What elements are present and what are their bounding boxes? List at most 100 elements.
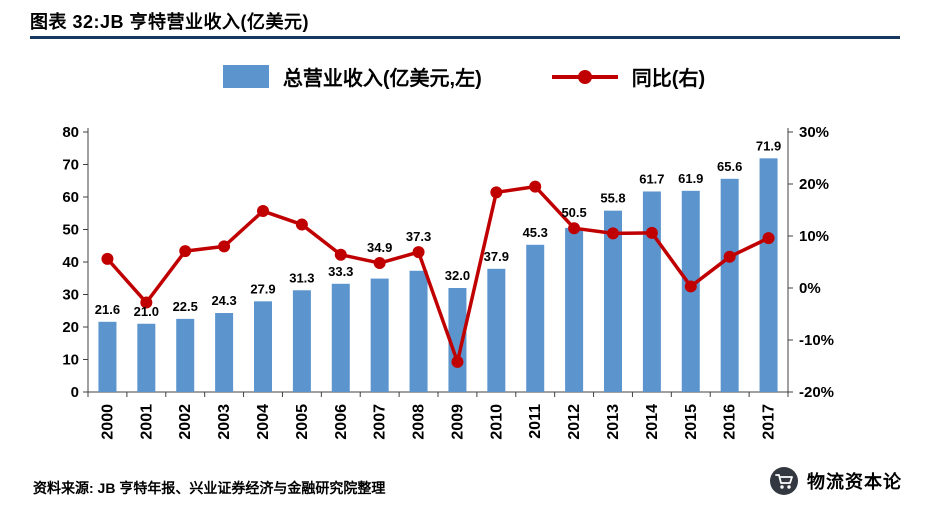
bar-value-label: 71.9 <box>756 138 781 153</box>
yoy-point <box>568 222 581 235</box>
bar-value-label: 37.9 <box>484 249 509 264</box>
yoy-point <box>723 250 736 263</box>
line-legend-marker-icon <box>577 69 592 84</box>
bar <box>526 244 545 392</box>
bar <box>370 278 389 392</box>
x-axis-label: 2004 <box>255 404 272 440</box>
x-axis-label: 2010 <box>488 404 505 440</box>
x-axis-label: 2009 <box>449 404 466 440</box>
y-axis-label-left: 80 <box>62 124 79 141</box>
bar-value-label: 61.9 <box>678 171 703 186</box>
yoy-point <box>140 296 153 309</box>
bar-legend-label: 总营业收入(亿美元,左) <box>282 68 482 90</box>
bar-legend-swatch <box>222 65 269 88</box>
yoy-point <box>334 248 347 261</box>
y-axis-label-right: -10% <box>799 332 834 349</box>
bar-value-label: 55.8 <box>600 191 625 206</box>
title-divider <box>30 36 900 39</box>
y-axis-label-left: 40 <box>62 254 79 271</box>
line-legend-swatch <box>551 69 618 85</box>
bar <box>176 318 195 392</box>
brand-name: 物流资本论 <box>807 472 902 492</box>
bar <box>215 313 234 392</box>
x-axis-label: 2007 <box>372 404 389 440</box>
yoy-point <box>607 227 619 240</box>
bar-value-label: 32.0 <box>445 268 470 283</box>
source-note: 资料来源: JB 亨特年报、兴业证券经济与金融研究院整理 <box>33 480 386 496</box>
y-axis-label-left: 20 <box>62 319 79 336</box>
figure-header: 图表 32:JB 亨特营业收入(亿美元) <box>30 8 898 34</box>
yoy-trend-line <box>105 184 771 364</box>
yoy-point <box>762 232 775 245</box>
bar-value-label: 45.3 <box>523 225 548 240</box>
bar <box>254 301 272 392</box>
bar <box>642 191 661 392</box>
y-axis-label-left: 0 <box>71 384 79 401</box>
yoy-point <box>295 218 308 231</box>
yoy-point <box>684 280 697 293</box>
yoy-point <box>218 240 231 253</box>
y-axis-label-left: 50 <box>62 222 79 239</box>
yoy-point <box>101 252 114 265</box>
chart-area: 0 10 20 30 40 50 60 70 80 -20% -10% 0% 10% 20% 30% 21.6… <box>0 108 928 460</box>
yoy-point <box>490 186 503 199</box>
x-axis-label: 2008 <box>411 404 428 440</box>
bar-value-label: 33.3 <box>328 264 353 279</box>
bar <box>137 323 156 392</box>
yoy-point <box>373 257 386 270</box>
bar-value-label: 50.5 <box>561 205 586 220</box>
y-axis-label-right: 20% <box>799 176 829 193</box>
bar-value-label: 65.6 <box>717 159 742 174</box>
x-axis-label: 2014 <box>644 404 661 440</box>
bar <box>409 270 428 392</box>
x-axis-label: 2000 <box>99 404 116 440</box>
bar-value-label: 61.7 <box>639 171 664 186</box>
bar <box>292 290 311 392</box>
bar-value-label: 34.9 <box>367 240 392 255</box>
x-axis-label: 2016 <box>722 404 739 440</box>
x-axis-label: 2003 <box>216 404 233 440</box>
bar-value-label: 31.3 <box>289 270 314 285</box>
brand-logo-icon <box>770 467 798 495</box>
yoy-point <box>645 226 658 239</box>
bar-value-label: 21.0 <box>134 304 159 319</box>
bar <box>604 210 622 392</box>
x-axis-label: 2015 <box>683 404 700 440</box>
x-axis-label: 2017 <box>761 404 778 440</box>
bar-value-label: 37.3 <box>406 229 431 244</box>
x-axis-label: 2001 <box>138 404 155 440</box>
legend-item-yoy: 同比(右) <box>551 62 705 91</box>
yoy-point <box>412 246 425 259</box>
bar <box>487 268 506 392</box>
bar <box>565 227 584 392</box>
x-axis-label: 2012 <box>566 404 583 440</box>
x-axis-label: 2002 <box>177 404 194 440</box>
combo-chart: 0 10 20 30 40 50 60 70 80 -20% -10% 0% 10% 20% 30% 21.6… <box>62 124 834 440</box>
y-axis-label-right: -20% <box>799 384 834 401</box>
bar-value-label: 21.6 <box>95 302 120 317</box>
y-axis-label-left: 30 <box>62 287 79 304</box>
bar-value-label: 24.3 <box>211 293 236 308</box>
x-axis-label: 2005 <box>294 404 311 440</box>
figure-title: 图表 32:JB 亨特营业收入(亿美元) <box>30 12 310 32</box>
x-axis-label: 2006 <box>333 404 350 440</box>
x-axis-label: 2013 <box>605 404 622 440</box>
y-axis-label-left: 70 <box>62 157 79 174</box>
bar-value-label: 27.9 <box>250 281 275 296</box>
chart-legend: 总营业收入(亿美元,左) 同比(右) <box>0 62 928 91</box>
yoy-point <box>179 245 192 258</box>
y-axis-label-right: 10% <box>799 228 829 245</box>
brand-block: 物流资本论 <box>769 466 902 496</box>
bar <box>448 288 467 392</box>
yoy-point <box>451 355 464 368</box>
bar <box>331 283 350 392</box>
bar <box>720 178 739 392</box>
y-axis-label-right: 0% <box>799 280 821 297</box>
bar <box>98 321 117 392</box>
legend-item-revenue: 总营业收入(亿美元,左) <box>222 62 482 91</box>
y-axis-label-left: 10 <box>62 352 79 369</box>
yoy-point <box>529 180 542 193</box>
yoy-point <box>257 205 269 218</box>
y-axis-label-left: 60 <box>62 189 79 206</box>
x-axis-label: 2011 <box>527 404 544 439</box>
